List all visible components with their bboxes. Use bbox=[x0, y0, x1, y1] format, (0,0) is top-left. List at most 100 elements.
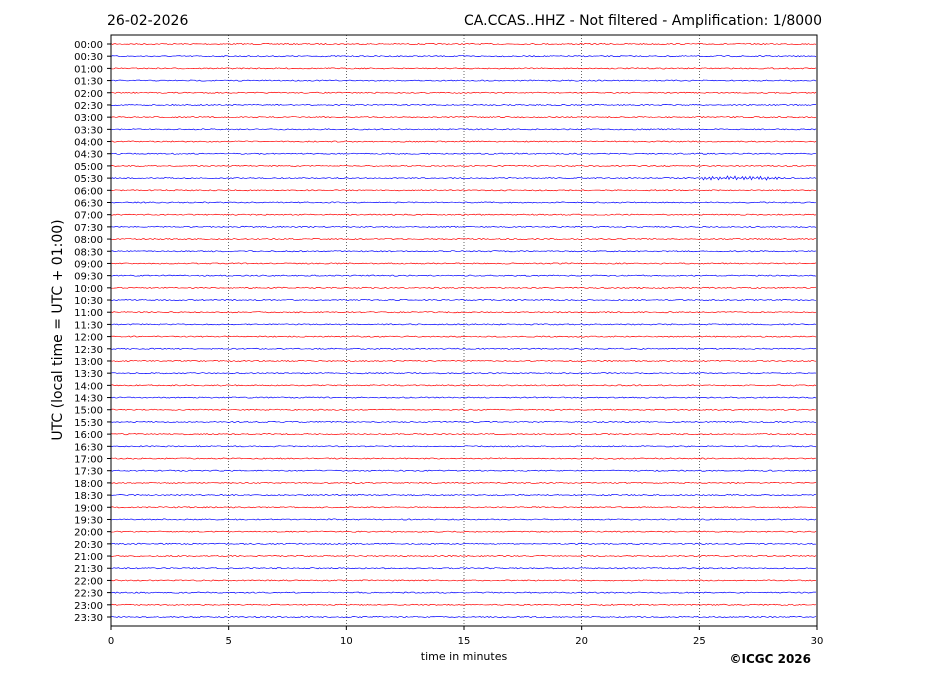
y-tick-label: 05:00 bbox=[74, 162, 103, 173]
y-axis-label: UTC (local time = UTC + 01:00) bbox=[50, 219, 66, 440]
y-tick-label: 04:00 bbox=[74, 138, 103, 149]
trace-1830 bbox=[110, 494, 817, 497]
trace-1600 bbox=[110, 433, 817, 436]
trace-1400 bbox=[110, 384, 817, 387]
trace-1030 bbox=[110, 299, 817, 302]
y-tick-label: 17:00 bbox=[74, 455, 103, 466]
x-tick-label: 0 bbox=[108, 636, 114, 647]
y-tick-label: 12:30 bbox=[74, 345, 103, 356]
trace-0800 bbox=[110, 238, 817, 241]
trace-0530 bbox=[110, 175, 817, 181]
trace-1700 bbox=[110, 457, 817, 460]
trace-0500 bbox=[110, 164, 817, 167]
trace-1800 bbox=[110, 481, 817, 484]
trace-0100 bbox=[110, 67, 817, 70]
y-tick-label: 09:30 bbox=[74, 272, 103, 283]
trace-1500 bbox=[110, 408, 817, 411]
trace-1300 bbox=[110, 359, 817, 362]
y-tick-label: 21:30 bbox=[74, 564, 103, 575]
y-tick-label: 07:00 bbox=[74, 211, 103, 222]
y-tick-label: 00:00 bbox=[74, 40, 103, 51]
y-tick-label: 19:30 bbox=[74, 515, 103, 526]
x-tick-label: 25 bbox=[693, 636, 706, 647]
trace-0030 bbox=[110, 55, 817, 58]
y-tick-label: 21:00 bbox=[74, 552, 103, 563]
trace-1730 bbox=[110, 469, 817, 472]
y-tick-label: 23:00 bbox=[74, 601, 103, 612]
trace-1330 bbox=[110, 372, 817, 375]
y-tick-label: 22:30 bbox=[74, 589, 103, 600]
y-tick-label: 20:30 bbox=[74, 540, 103, 551]
x-axis-label: time in minutes bbox=[421, 650, 508, 663]
y-tick-label: 04:30 bbox=[74, 150, 103, 161]
trace-1100 bbox=[110, 311, 817, 314]
y-tick-label: 08:30 bbox=[74, 247, 103, 258]
trace-2300 bbox=[110, 603, 817, 606]
trace-0700 bbox=[110, 213, 817, 216]
y-tick-label: 11:00 bbox=[74, 308, 103, 319]
trace-2130 bbox=[110, 567, 817, 570]
trace-2200 bbox=[110, 579, 817, 582]
trace-1930 bbox=[110, 518, 817, 521]
y-tick-label: 00:30 bbox=[74, 52, 103, 63]
trace-2000 bbox=[110, 530, 817, 533]
trace-1430 bbox=[110, 396, 817, 399]
trace-1230 bbox=[111, 347, 817, 350]
y-tick-label: 14:00 bbox=[74, 381, 103, 392]
y-tick-label: 18:30 bbox=[74, 491, 103, 502]
y-tick-label: 22:00 bbox=[74, 576, 103, 587]
trace-2100 bbox=[110, 555, 817, 558]
y-tick-label: 11:30 bbox=[74, 320, 103, 331]
y-tick-label: 13:00 bbox=[74, 357, 103, 368]
copyright-label: ©ICGC 2026 bbox=[729, 652, 811, 666]
y-tick-label: 20:00 bbox=[74, 528, 103, 539]
y-tick-label: 02:00 bbox=[74, 89, 103, 100]
y-tick-label: 19:00 bbox=[74, 503, 103, 514]
trace-0900 bbox=[110, 262, 817, 265]
trace-0130 bbox=[110, 79, 817, 82]
trace-0200 bbox=[110, 91, 817, 94]
chart-title: CA.CCAS..HHZ - Not filtered - Amplificat… bbox=[464, 13, 822, 29]
trace-1630 bbox=[110, 445, 817, 448]
y-tick-label: 03:00 bbox=[74, 113, 103, 124]
trace-1530 bbox=[110, 420, 817, 423]
y-tick-label: 15:30 bbox=[74, 418, 103, 429]
trace-0400 bbox=[110, 140, 817, 143]
trace-0330 bbox=[110, 128, 817, 131]
plot-frame bbox=[110, 34, 818, 627]
y-tick-label: 12:00 bbox=[74, 333, 103, 344]
y-tick-label: 15:00 bbox=[74, 406, 103, 417]
trace-0600 bbox=[110, 189, 817, 192]
trace-1900 bbox=[110, 506, 817, 509]
trace-0930 bbox=[110, 274, 817, 277]
y-tick-label: 16:30 bbox=[74, 442, 103, 453]
trace-0730 bbox=[110, 225, 817, 228]
trace-0430 bbox=[110, 152, 817, 155]
y-tick-label: 05:30 bbox=[74, 174, 103, 185]
trace-2030 bbox=[110, 542, 817, 545]
date-label: 26-02-2026 bbox=[107, 13, 188, 29]
y-tick-label: 16:00 bbox=[74, 430, 103, 441]
x-tick-label: 5 bbox=[225, 636, 231, 647]
y-tick-label: 17:30 bbox=[74, 467, 103, 478]
y-tick-label: 23:30 bbox=[74, 613, 103, 624]
trace-0630 bbox=[110, 201, 817, 204]
trace-0830 bbox=[110, 250, 817, 253]
y-tick-label: 09:00 bbox=[74, 259, 103, 270]
y-tick-label: 08:00 bbox=[74, 235, 103, 246]
y-tick-label: 13:30 bbox=[74, 369, 103, 380]
trace-1000 bbox=[110, 286, 817, 289]
trace-2230 bbox=[110, 591, 817, 594]
trace-1130 bbox=[110, 323, 817, 326]
trace-0230 bbox=[110, 103, 817, 106]
y-tick-label: 06:30 bbox=[74, 198, 103, 209]
y-tick-label: 01:00 bbox=[74, 64, 103, 75]
trace-2330 bbox=[110, 615, 817, 619]
x-tick-label: 20 bbox=[575, 636, 588, 647]
y-tick-label: 10:00 bbox=[74, 284, 103, 295]
y-tick-label: 07:30 bbox=[74, 223, 103, 234]
trace-1200 bbox=[110, 335, 817, 338]
x-tick-label: 30 bbox=[811, 636, 824, 647]
y-tick-label: 01:30 bbox=[74, 77, 103, 88]
